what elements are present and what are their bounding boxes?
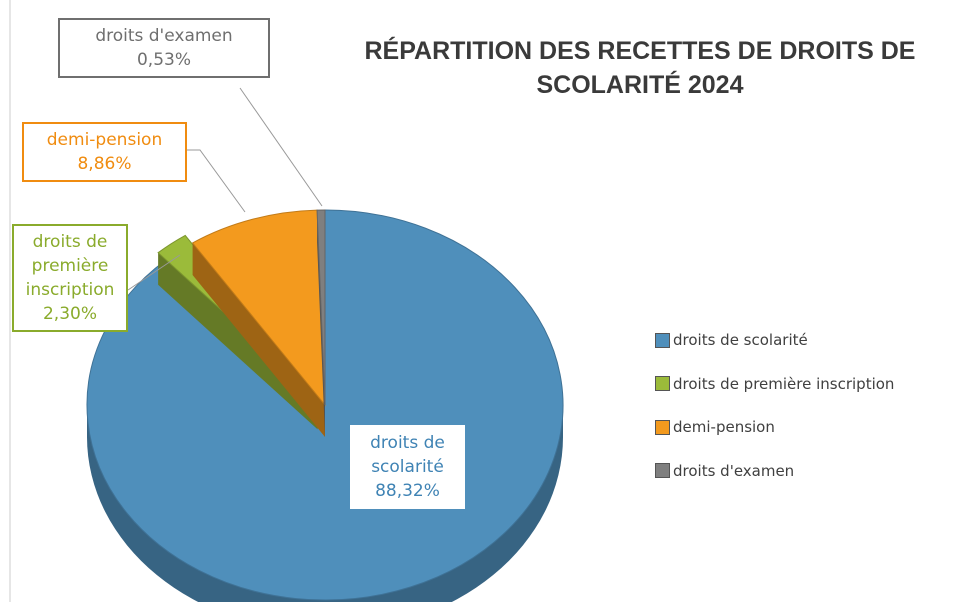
data-label-value: 8,86% <box>77 154 132 174</box>
data-label-value: 88,32% <box>375 481 440 501</box>
legend-item: droits de première inscription <box>655 375 894 393</box>
leader-line <box>127 254 181 291</box>
data-label-value: 0,53% <box>136 50 191 70</box>
data-label-value: 2,30% <box>42 304 97 324</box>
leader-line <box>239 87 323 207</box>
leader-line <box>187 149 246 213</box>
data-label: demi-pension 8,86% <box>22 122 187 182</box>
legend-swatch <box>655 419 670 435</box>
legend-label: droits de scolarité <box>673 331 808 349</box>
legend-swatch <box>655 376 670 391</box>
data-label: droits de première inscription 2,30% <box>12 224 128 332</box>
legend-label: droits de première inscription <box>673 374 895 393</box>
data-label: droits d'examen 0,53% <box>58 18 270 78</box>
pie-slice <box>191 209 326 407</box>
slice-wall <box>192 242 325 437</box>
legend-swatch <box>655 463 670 478</box>
data-label-category: droits de première inscription <box>25 232 115 300</box>
pie-slice <box>316 209 326 406</box>
data-label-category: droits de scolarité <box>370 433 445 477</box>
legend-item: droits de scolarité <box>655 331 808 349</box>
legend-item: demi-pension <box>655 418 775 436</box>
chart-title: RÉPARTITION DES RECETTES DE DROITS DE SC… <box>364 37 916 99</box>
legend-item: droits d'examen <box>655 462 794 480</box>
slice-wall <box>158 252 318 430</box>
data-label: droits de scolarité 88,32% <box>350 425 465 509</box>
data-label-category: demi-pension <box>46 130 163 150</box>
legend-label: demi-pension <box>673 418 775 436</box>
legend-label: droits d'examen <box>673 461 795 480</box>
legend-swatch <box>655 332 670 348</box>
data-label-category: droits d'examen <box>95 26 233 46</box>
